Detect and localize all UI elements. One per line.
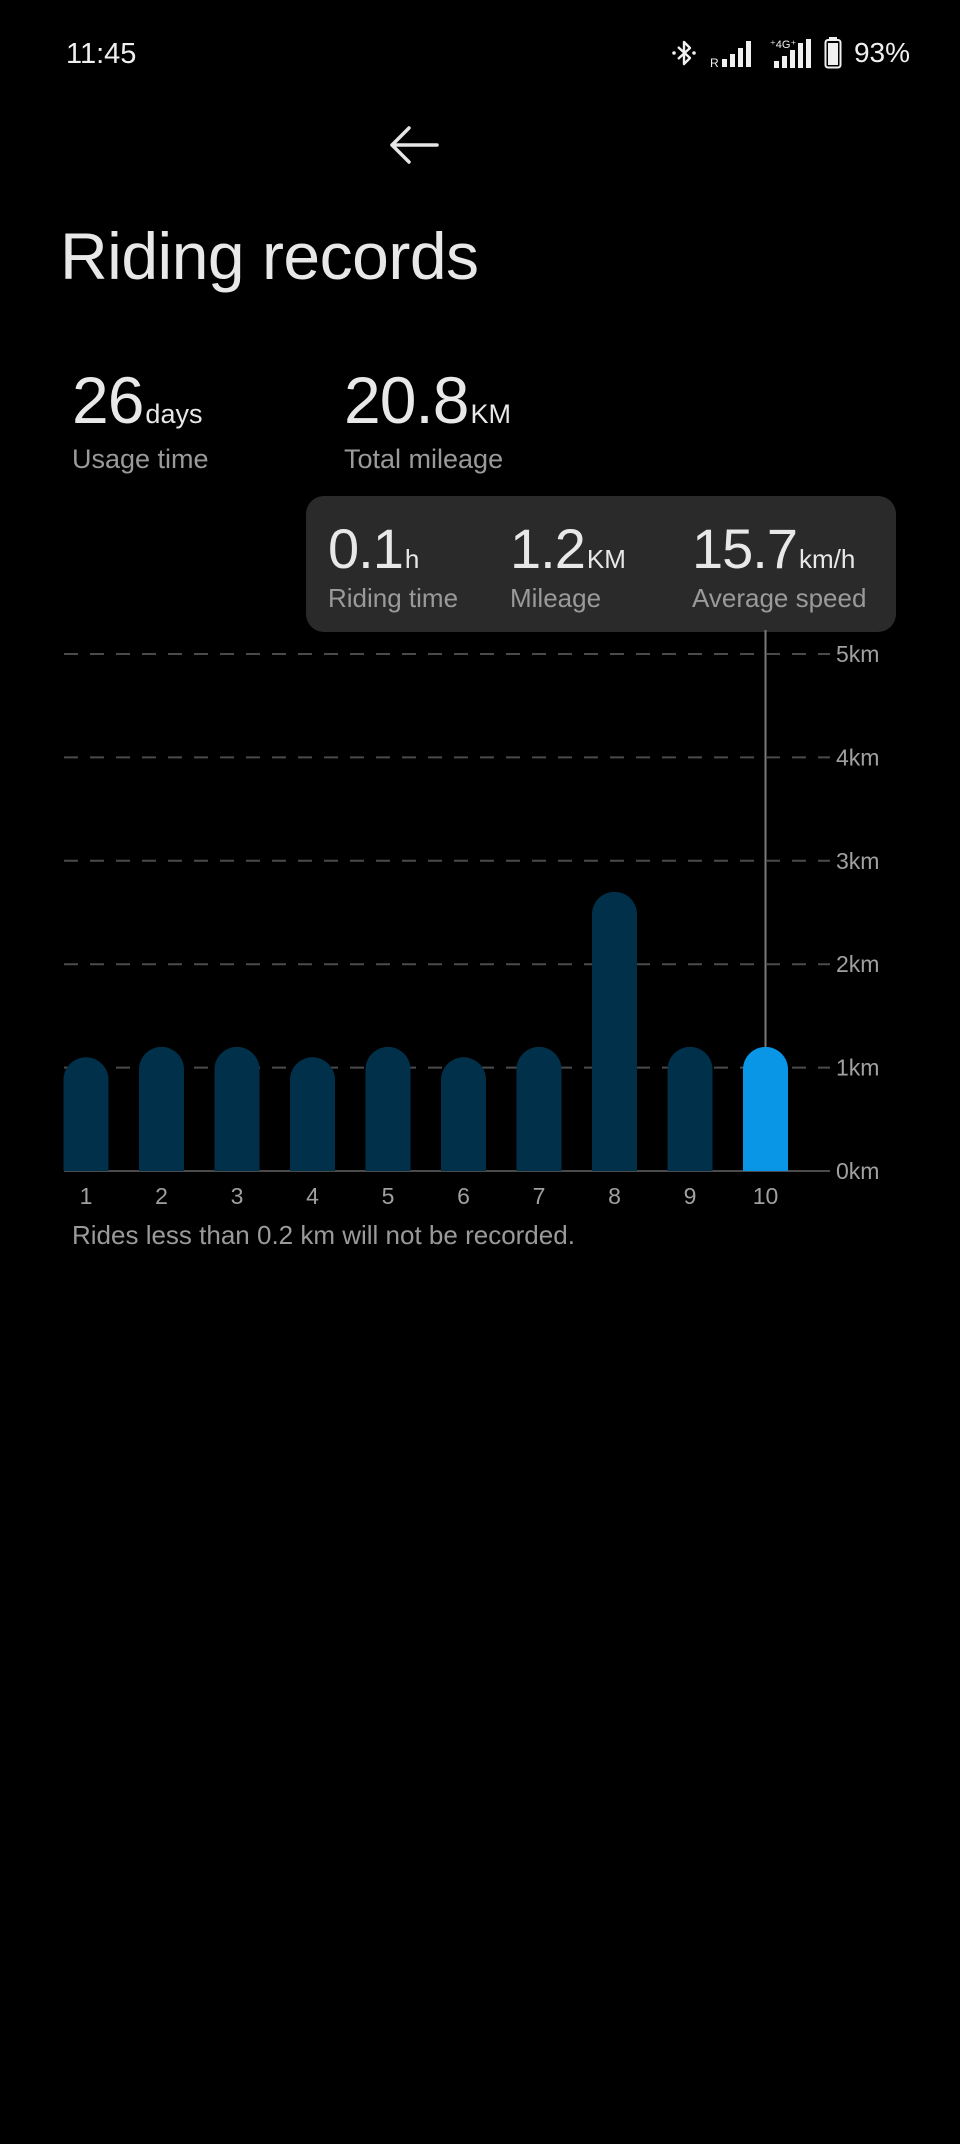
battery-percentage: 93% [853, 37, 910, 68]
riding-time-unit: h [404, 544, 420, 574]
usage-time-unit: days [145, 399, 203, 429]
x-tick-label: 1 [80, 1183, 93, 1209]
footnote: Rides less than 0.2 km will not be recor… [72, 1220, 575, 1250]
average-speed-value: 15.7 [692, 517, 798, 580]
back-button[interactable] [382, 120, 446, 170]
battery-icon [824, 37, 842, 69]
usage-time-stat: 26days Usage time [72, 362, 209, 475]
svg-text:R: R [710, 56, 719, 68]
bar[interactable] [592, 891, 637, 1171]
y-tick-label: 2km [836, 951, 879, 977]
tooltip-mileage: 1.2KM Mileage [510, 516, 626, 614]
total-mileage-unit: KM [470, 399, 511, 429]
y-tick-label: 5km [836, 641, 879, 667]
bar[interactable] [214, 1046, 260, 1171]
signal-4g-icon: ⁺4G⁺ [770, 39, 811, 68]
signal-r-icon: R [710, 41, 751, 68]
bluetooth-icon [672, 40, 696, 66]
bar-selected[interactable] [743, 1046, 788, 1171]
y-tick-label: 1km [836, 1055, 879, 1081]
y-tick-label: 0km [836, 1158, 879, 1184]
bar[interactable] [290, 1057, 335, 1171]
total-mileage-label: Total mileage [344, 444, 504, 474]
x-tick-label: 6 [457, 1183, 470, 1209]
tooltip-average-speed: 15.7km/h Average speed [692, 516, 866, 614]
selected-day-tooltip: 0.1h Riding time 1.2KM Mileage 15.7km/h … [306, 496, 896, 632]
usage-time-label: Usage time [72, 444, 209, 474]
bar[interactable] [516, 1046, 562, 1171]
average-speed-label: Average speed [692, 583, 867, 613]
chart-svg[interactable]: 0km 1km 2km 3km 4km 5km 1 2 3 4 5 6 7 8 9 10 [0, 630, 960, 1230]
status-bar: 11:45 R ⁺4G⁺ [0, 0, 960, 110]
tooltip-riding-time: 0.1h Riding time [328, 516, 458, 614]
total-mileage-stat: 20.8KM Total mileage [344, 362, 511, 475]
y-tick-label: 3km [836, 848, 879, 874]
bar[interactable] [365, 1046, 411, 1171]
bar[interactable] [667, 1046, 713, 1171]
x-tick-label: 7 [533, 1183, 546, 1209]
x-tick-label: 4 [306, 1183, 319, 1209]
status-time: 11:45 [66, 38, 137, 70]
daily-mileage-chart[interactable]: 0km 1km 2km 3km 4km 5km 1 2 3 4 5 6 7 8 9 10 [0, 630, 960, 1230]
bar[interactable] [441, 1057, 486, 1171]
total-mileage-value: 20.8 [344, 363, 469, 437]
x-tick-label: 2 [155, 1183, 168, 1209]
x-tick-label: 5 [382, 1183, 395, 1209]
x-tick-label: 10 [753, 1183, 779, 1209]
bar[interactable] [63, 1057, 109, 1171]
riding-time-label: Riding time [328, 583, 459, 613]
x-tick-label: 8 [608, 1183, 621, 1209]
mileage-label: Mileage [510, 583, 602, 613]
average-speed-unit: km/h [799, 544, 856, 574]
arrow-left-icon [390, 126, 439, 164]
svg-text:⁺4G⁺: ⁺4G⁺ [770, 39, 796, 51]
bar[interactable] [139, 1046, 185, 1171]
usage-time-value: 26 [72, 363, 144, 437]
riding-time-value: 0.1 [328, 517, 404, 580]
x-tick-label: 3 [231, 1183, 244, 1209]
x-tick-label: 9 [684, 1183, 697, 1209]
page-title: Riding records [60, 219, 479, 293]
status-icons: R ⁺4G⁺ 93% [670, 36, 910, 70]
mileage-value: 1.2 [510, 517, 586, 580]
mileage-unit: KM [586, 544, 626, 574]
y-tick-label: 4km [836, 744, 879, 770]
